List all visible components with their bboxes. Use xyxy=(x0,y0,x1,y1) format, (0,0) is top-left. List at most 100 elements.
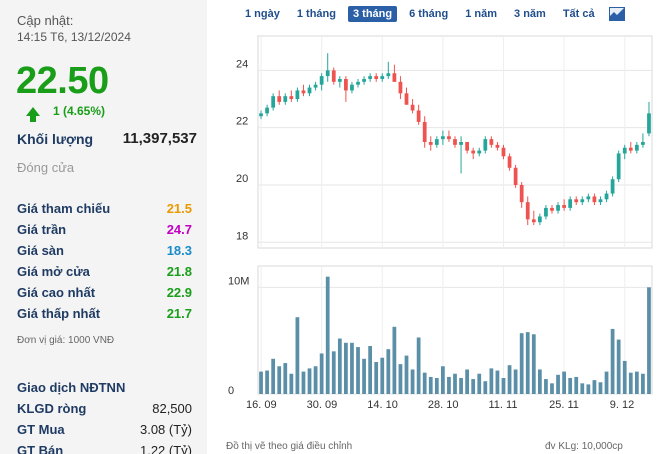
range-tabs: 1 ngày 1 tháng 3 tháng 6 tháng 1 năm 3 n… xyxy=(240,6,625,22)
volume-bar xyxy=(337,338,342,394)
x-tick-label: 9. 12 xyxy=(610,399,634,410)
x-tick-label: 14. 10 xyxy=(367,399,398,410)
candle-body xyxy=(374,76,379,79)
volume-bar xyxy=(483,381,488,394)
volume-bar xyxy=(374,362,379,394)
candle-body xyxy=(616,153,621,180)
volume-bar xyxy=(416,337,421,394)
volume-bar xyxy=(422,372,427,394)
candle-body xyxy=(368,76,373,79)
tab-all[interactable]: Tất cả xyxy=(562,8,595,20)
candle-body xyxy=(641,142,645,145)
tab-3-months[interactable]: 3 tháng xyxy=(347,6,398,22)
foreign-row: KLGD ròng 82,500 xyxy=(17,398,192,419)
volume-bar xyxy=(647,287,651,394)
candle-body xyxy=(319,76,324,85)
candle-body xyxy=(598,199,603,203)
volume-bar xyxy=(568,378,573,394)
tab-1-year[interactable]: 1 năm xyxy=(465,8,498,20)
volume-bar xyxy=(410,369,415,394)
volume-bar xyxy=(544,379,548,394)
candle-body xyxy=(628,147,633,151)
candle-body xyxy=(416,110,421,122)
tab-1-month[interactable]: 1 tháng xyxy=(296,8,336,20)
candle-body xyxy=(350,84,354,91)
candle-body xyxy=(398,81,403,94)
volume-bar xyxy=(271,358,276,394)
candle-body xyxy=(465,142,470,151)
candle-body xyxy=(495,144,500,148)
volume-bar xyxy=(598,382,603,394)
volume-bar xyxy=(616,339,621,394)
candle-body xyxy=(525,202,530,220)
candle-body xyxy=(356,81,360,85)
candle-body xyxy=(428,142,433,145)
x-tick-label: 25. 11 xyxy=(549,399,579,410)
stat-label: Giá cao nhất xyxy=(17,285,96,300)
foreign-row: GT Bán 1.22 (Tỷ) xyxy=(17,440,192,454)
volume-bar xyxy=(531,334,536,394)
candle-body xyxy=(580,199,585,203)
candle-body xyxy=(271,96,276,108)
volume-bar xyxy=(386,349,391,394)
unit-note: Đơn vị giá: 1000 VNĐ xyxy=(17,335,115,346)
candle-body xyxy=(331,70,336,82)
candle-body xyxy=(592,196,597,203)
price-tick-label: 20 xyxy=(236,173,248,185)
candle-body xyxy=(489,139,494,145)
tab-1-day[interactable]: 1 ngày xyxy=(245,8,280,20)
candle-body xyxy=(259,113,263,117)
volume-bar xyxy=(434,378,439,394)
volume-bar xyxy=(501,378,506,394)
stat-value: 21.5 xyxy=(166,201,192,216)
candle-body xyxy=(550,207,554,211)
volume-bar xyxy=(634,371,639,394)
candle-body xyxy=(483,139,488,151)
candle-body xyxy=(422,121,427,142)
tab-6-months[interactable]: 6 tháng xyxy=(409,8,449,20)
candle-body xyxy=(289,96,294,100)
volume-bar xyxy=(319,353,324,394)
candle-body xyxy=(634,144,639,151)
volume-bar xyxy=(604,371,609,394)
volume-bar xyxy=(580,383,585,394)
volume-label: Khối lượng xyxy=(17,130,94,147)
candle-body xyxy=(604,193,609,200)
volume-bar xyxy=(628,372,633,394)
tab-3-years[interactable]: 3 năm xyxy=(514,8,546,20)
volume-bar xyxy=(307,368,312,394)
volume-bar xyxy=(362,358,366,394)
volume-bar xyxy=(471,379,476,394)
volume-bar xyxy=(489,368,494,394)
market-status: Đóng cửa xyxy=(17,160,75,175)
volume-bar xyxy=(641,373,645,394)
candle-body xyxy=(434,139,439,145)
stat-value: 21.8 xyxy=(166,264,192,279)
foreign-label: KLGD ròng xyxy=(17,401,87,416)
stat-row: Giá sàn 18.3 xyxy=(17,240,192,261)
stat-value: 21.7 xyxy=(166,306,192,321)
volume-bar xyxy=(404,355,409,394)
chart-note: Đồ thị vẽ theo giá điều chỉnh xyxy=(226,441,353,452)
area-chart-icon[interactable] xyxy=(608,7,625,21)
volume-value: 11,397,537 xyxy=(122,130,197,147)
volume-bar xyxy=(428,376,433,394)
stat-label: Giá trần xyxy=(17,222,67,237)
volume-bar xyxy=(331,351,336,394)
volume-bar xyxy=(525,332,530,394)
volume-bar xyxy=(592,380,597,394)
candle-body xyxy=(404,93,409,105)
volume-bar xyxy=(586,384,591,394)
volume-bar xyxy=(289,373,294,394)
volume-bar xyxy=(277,366,282,394)
volume-unit-note: đv KLg: 10,000cp xyxy=(545,441,623,452)
candle-body xyxy=(501,147,506,157)
volume-bar xyxy=(477,373,482,394)
candle-body xyxy=(313,84,318,88)
stat-value: 24.7 xyxy=(166,222,192,237)
candle-body xyxy=(283,96,288,102)
volume-bar xyxy=(313,366,318,394)
candle-body xyxy=(380,76,385,79)
candle-body xyxy=(265,107,269,114)
candle-body xyxy=(440,136,445,140)
